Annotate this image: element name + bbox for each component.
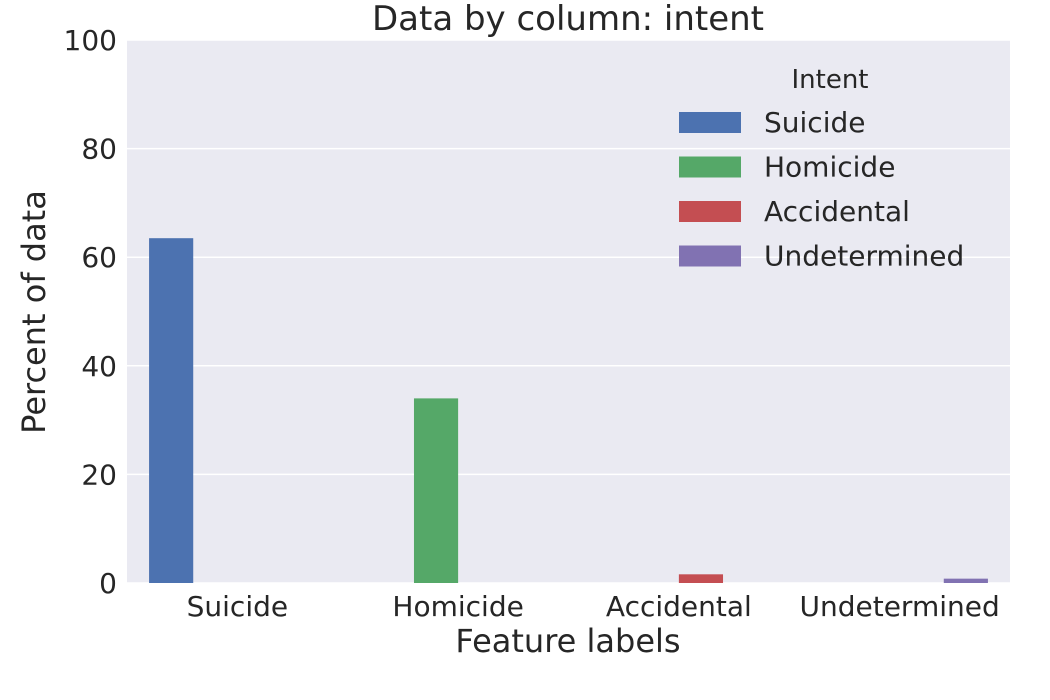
y-tick-label: 20 bbox=[81, 458, 117, 491]
bar-undetermined bbox=[943, 578, 988, 583]
y-tick-labels: 0 20 40 60 80 100 bbox=[64, 24, 117, 600]
bar-accidental bbox=[678, 574, 724, 583]
legend-swatch bbox=[679, 156, 741, 178]
legend: Intent Suicide Homicide Accidental Undeterm… bbox=[679, 65, 964, 273]
legend-label: Accidental bbox=[764, 195, 910, 228]
plot-area bbox=[127, 40, 1010, 583]
x-tick-label: Homicide bbox=[392, 590, 523, 623]
legend-swatch bbox=[679, 245, 741, 267]
x-tick-labels: Suicide Homicide Accidental Undetermined bbox=[187, 590, 1000, 623]
legend-label: Undetermined bbox=[764, 240, 964, 273]
legend-label: Homicide bbox=[764, 151, 895, 184]
y-tick-label: 40 bbox=[81, 350, 117, 383]
y-tick-label: 80 bbox=[81, 133, 117, 166]
chart-title: Data by column: intent bbox=[372, 0, 764, 39]
bars bbox=[149, 238, 988, 583]
y-tick-label: 0 bbox=[99, 567, 117, 600]
y-tick-label: 60 bbox=[81, 241, 117, 274]
legend-swatch bbox=[679, 201, 741, 222]
bar-homicide bbox=[413, 398, 459, 583]
legend-title: Intent bbox=[791, 65, 868, 95]
legend-swatch bbox=[679, 112, 741, 133]
x-tick-label: Suicide bbox=[187, 590, 288, 623]
bar-suicide bbox=[149, 238, 194, 583]
gridlines bbox=[127, 39, 1010, 584]
y-axis-title: Percent of data bbox=[15, 190, 53, 434]
x-tick-label: Undetermined bbox=[799, 590, 999, 623]
y-tick-label: 100 bbox=[64, 24, 117, 57]
legend-label: Suicide bbox=[764, 106, 865, 139]
x-tick-label: Accidental bbox=[606, 590, 752, 623]
x-axis-title: Feature labels bbox=[455, 622, 680, 660]
